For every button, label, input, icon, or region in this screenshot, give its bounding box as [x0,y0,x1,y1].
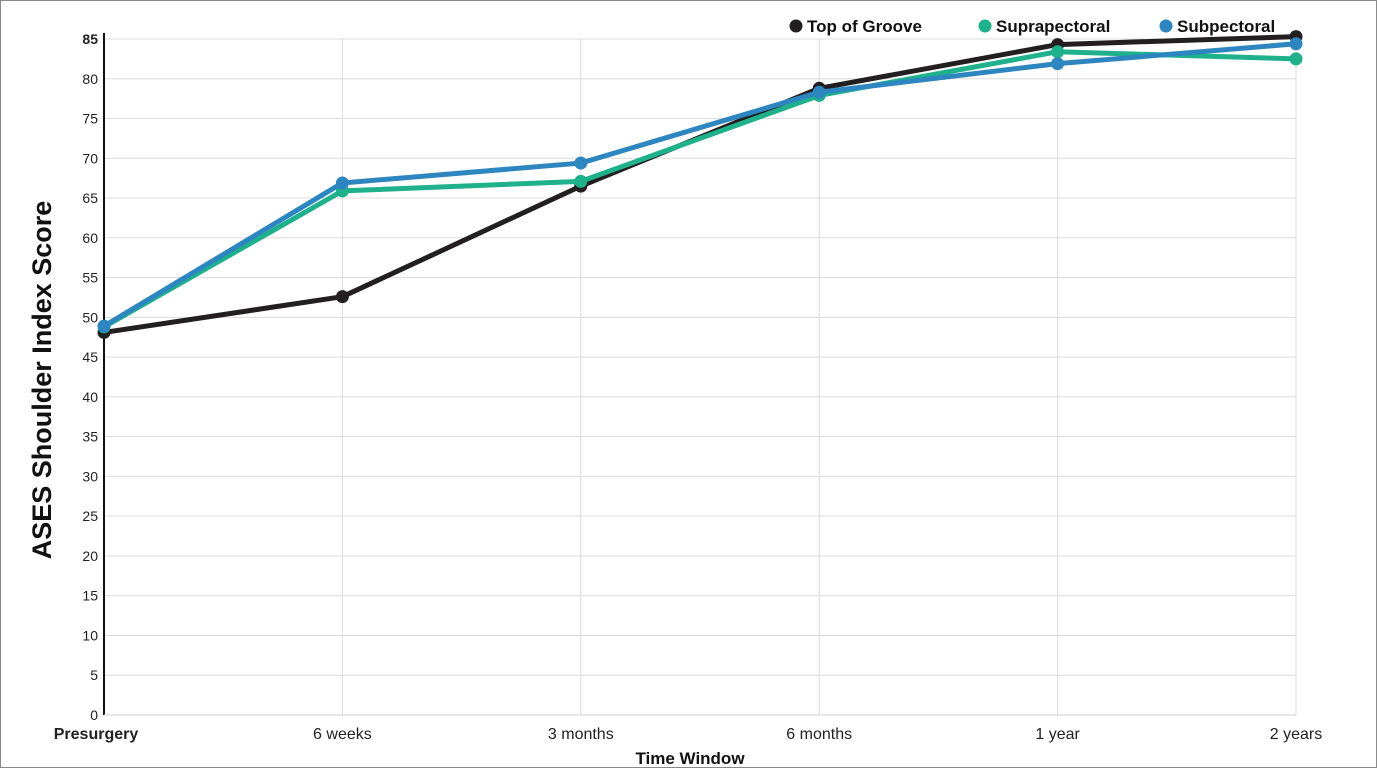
data-point [97,319,111,333]
legend-marker [978,19,992,33]
y-tick-label: 55 [82,270,98,286]
legend-label: Top of Groove [807,17,922,36]
legend-item: Suprapectoral [978,17,1110,36]
x-tick-label: 6 months [786,726,852,743]
y-tick-label: 45 [82,349,98,365]
y-tick-label: 80 [82,71,98,87]
y-tick-label: 35 [82,429,98,445]
legend-marker [789,19,803,33]
legend-item: Subpectoral [1159,17,1275,36]
y-tick-label: 50 [82,309,98,325]
series-subpectoral [97,37,1303,333]
legend: Top of Groove Suprapectoral Subpectoral [789,17,1275,36]
y-tick-label: 25 [82,508,98,524]
y-tick-label: 40 [82,389,98,405]
data-point [574,156,588,170]
data-point [335,290,349,304]
x-tick-label: Presurgery [54,726,139,743]
y-tick-label: 20 [82,548,98,564]
data-point [812,85,826,99]
series-lines [97,30,1303,339]
x-tick-label: 2 years [1270,726,1322,743]
axes [103,33,1296,716]
data-point [1289,52,1303,66]
y-tick-label: 30 [82,468,98,484]
x-axis-title: Time Window [635,749,745,768]
legend-item: Top of Groove [789,17,922,36]
series-line [101,34,1299,335]
y-tick-label: 60 [82,230,98,246]
data-point [1051,57,1065,71]
x-tick-label: 6 weeks [313,726,372,743]
series-top-of-groove [97,30,1303,339]
y-tick-label: 5 [90,667,98,683]
legend-label: Suprapectoral [996,17,1110,36]
legend-marker [1159,19,1173,33]
y-tick-label: 70 [82,150,98,166]
x-tick-labels: Presurgery 6 weeks 3 months 6 months 1 year 2… [54,726,1322,743]
data-point [574,174,588,188]
y-tick-label: 85 [82,31,98,47]
y-tick-label: 15 [82,588,98,604]
x-tick-label: 1 year [1035,726,1080,743]
y-tick-label: 0 [90,707,98,723]
x-tick-label: 3 months [548,726,614,743]
data-point [1051,45,1065,59]
data-point [1289,37,1303,51]
y-tick-label: 75 [82,111,98,127]
data-point [335,176,349,190]
series-line [101,49,1299,330]
y-tick-label: 10 [82,627,98,643]
y-tick-labels: 0 5 10 15 20 25 30 35 40 45 50 55 60 65 70 75 80 85 [82,31,98,723]
grid-lines [104,38,1297,715]
series-suprapectoral [97,45,1303,334]
series-line [101,41,1299,329]
y-axis-title: ASES Shoulder Index Score [27,201,57,560]
y-tick-label: 65 [82,190,98,206]
legend-label: Subpectoral [1177,17,1275,36]
